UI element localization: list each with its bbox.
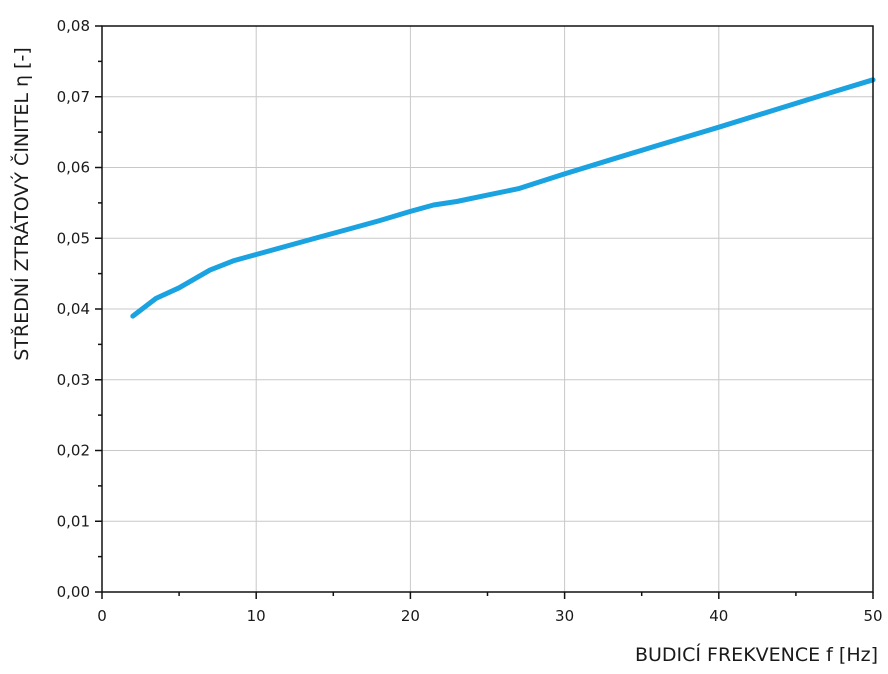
y-tick-label: 0,04 <box>57 300 90 318</box>
y-tick-label: 0,03 <box>57 371 90 389</box>
y-tick-label: 0,02 <box>57 442 90 460</box>
y-tick-label: 0,01 <box>57 512 90 530</box>
y-tick-label: 0,00 <box>57 583 90 601</box>
x-tick-label: 30 <box>555 607 574 625</box>
x-tick-label: 20 <box>401 607 420 625</box>
series-line <box>130 77 876 319</box>
y-tick-label: 0,05 <box>57 229 90 247</box>
series-layer <box>130 77 876 319</box>
x-axis-title: BUDICÍ FREKVENCE f [Hz] <box>635 643 878 666</box>
grid <box>102 26 873 592</box>
x-tick-label: 10 <box>247 607 266 625</box>
y-tick-label: 0,08 <box>57 17 90 35</box>
y-tick-label: 0,06 <box>57 159 90 177</box>
axes <box>95 25 874 599</box>
x-tick-label: 50 <box>863 607 882 625</box>
x-tick-label: 40 <box>709 607 728 625</box>
y-axis-title: STŘEDNÍ ZTRÁTOVÝ ČINITEL η [-] <box>9 47 33 361</box>
x-tick-label: 0 <box>97 607 107 625</box>
y-tick-label: 0,07 <box>57 88 90 106</box>
tick-labels: 0 10 20 30 40 50 0,00 0,01 0,02 0,03 0,04 0,05 0,06 0… <box>57 17 883 625</box>
